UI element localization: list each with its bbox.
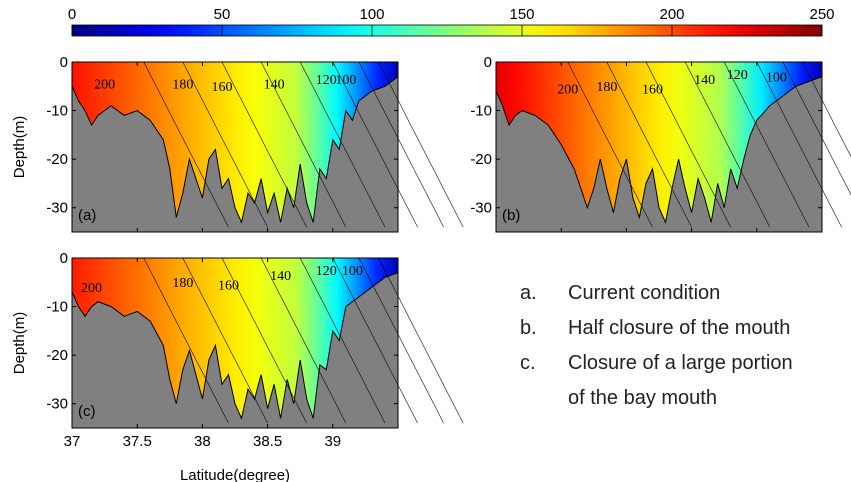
- isoline: [182, 257, 268, 424]
- contour-label: 200: [94, 78, 115, 93]
- contour-label: 160: [642, 83, 663, 98]
- isoline: [299, 257, 386, 424]
- isoline: [182, 61, 268, 228]
- colorbar-tick-label: 150: [509, 6, 534, 23]
- contour-label: 160: [218, 279, 239, 294]
- contour-label: 200: [81, 281, 102, 296]
- colorbar-tick-label: 50: [214, 6, 231, 23]
- y-tick-label: -30: [470, 200, 492, 217]
- colorbar-tick-label: 250: [809, 6, 834, 23]
- contour-label: 140: [694, 73, 715, 88]
- contour-label: 160: [211, 80, 232, 95]
- colorbar-bar: [71, 24, 823, 37]
- contour-label: 180: [596, 80, 617, 95]
- x-tick-label: 37.5: [123, 433, 152, 450]
- isoline: [332, 257, 418, 424]
- contour-label: 140: [270, 269, 291, 284]
- y-tick-label: -20: [46, 347, 68, 364]
- contour-label: 120: [316, 73, 337, 88]
- contour-label: 180: [172, 78, 193, 93]
- isolines: [143, 257, 464, 424]
- isoline: [684, 61, 771, 228]
- annotation-c-cont-text: of the bay mouth: [568, 387, 717, 409]
- panel-tag: (b): [502, 207, 520, 224]
- isoline: [358, 61, 444, 228]
- contour-panel: 200 180 160 140 120 100 0 -10 -20 -30 (b): [470, 54, 851, 233]
- contour-label: 120: [727, 68, 748, 83]
- water-section: [71, 61, 399, 224]
- y-tick-label: 0: [484, 54, 492, 71]
- isoline: [143, 257, 229, 424]
- contour-label: 100: [335, 73, 356, 88]
- panel-tag: (c): [78, 403, 96, 420]
- panel-tag: (a): [78, 207, 96, 224]
- isoline: [378, 257, 464, 424]
- x-axis-label: Latitude(degree): [180, 467, 290, 482]
- x-tick-label: 38.5: [253, 433, 282, 450]
- y-axis-label: Depth(m): [11, 312, 28, 375]
- isoline: [567, 61, 653, 228]
- annotation-c-letter: c.: [520, 352, 536, 374]
- panels: 200 180 160 140 1201000-10-20-30Depth(m)(a)2…: [11, 54, 851, 450]
- isoline: [260, 61, 347, 228]
- isoline: [332, 61, 418, 228]
- colorbar-tick-label: 200: [659, 6, 684, 23]
- isoline: [782, 61, 851, 196]
- y-tick-label: -10: [470, 103, 492, 120]
- x-tick-label: 38: [194, 433, 211, 450]
- axes-frame: [495, 61, 823, 233]
- contour-label: 100: [766, 70, 787, 85]
- isolines: [143, 61, 464, 228]
- annotation-a: a. Current condition: [520, 282, 720, 305]
- y-tick-label: -30: [46, 200, 68, 217]
- colorbar-tick-label: 0: [68, 6, 76, 23]
- y-tick-label: -10: [46, 103, 68, 120]
- isoline: [756, 61, 842, 228]
- axes-frame: [71, 61, 399, 233]
- isoline: [143, 61, 229, 228]
- contour-label: 100: [342, 264, 363, 279]
- isolines: [567, 61, 851, 228]
- x-tick-label: 39: [324, 433, 341, 450]
- isoline: [378, 61, 464, 228]
- colorbar: 0 50 100 150 200 250: [68, 6, 835, 37]
- y-tick-label: 0: [60, 250, 68, 267]
- isoline: [299, 61, 386, 228]
- y-axis-label: Depth(m): [11, 116, 28, 179]
- isoline: [221, 257, 308, 424]
- x-tick-label: 37: [64, 433, 81, 450]
- axes-frame: [71, 257, 399, 429]
- isoline: [606, 61, 692, 228]
- contour-label: 120: [316, 264, 337, 279]
- y-tick-label: -20: [470, 151, 492, 168]
- contour-panel: 200 180 160 140 120 100 0 -10 -20 -30 37 37.5 38 38.5…: [11, 250, 464, 450]
- annotation-b-letter: b.: [520, 317, 537, 339]
- annotation-b-text: Half closure of the mouth: [568, 317, 791, 339]
- isoline: [645, 61, 732, 228]
- annotation-a-text: Current condition: [568, 282, 721, 304]
- isoline: [221, 61, 308, 228]
- annotation-c: c. Closure of a large portion: [520, 352, 793, 375]
- annotation-a-letter: a.: [520, 282, 537, 304]
- contour-label: 200: [557, 83, 578, 98]
- isoline: [358, 257, 444, 424]
- y-tick-label: -10: [46, 299, 68, 316]
- y-tick-label: -30: [46, 396, 68, 413]
- contour-label: 180: [172, 276, 193, 291]
- y-tick-label: 0: [60, 54, 68, 71]
- colorbar-tick-label: 100: [359, 6, 384, 23]
- annotation-c-cont: of the bay mouth: [520, 387, 717, 410]
- isoline: [260, 257, 347, 424]
- water-section: [71, 257, 399, 420]
- isoline: [723, 61, 810, 228]
- isoline: [802, 61, 851, 158]
- annotation-c-text: Closure of a large portion: [568, 352, 793, 374]
- contour-label: 140: [264, 78, 285, 93]
- y-tick-label: -20: [46, 151, 68, 168]
- annotation-b: b. Half closure of the mouth: [520, 317, 790, 340]
